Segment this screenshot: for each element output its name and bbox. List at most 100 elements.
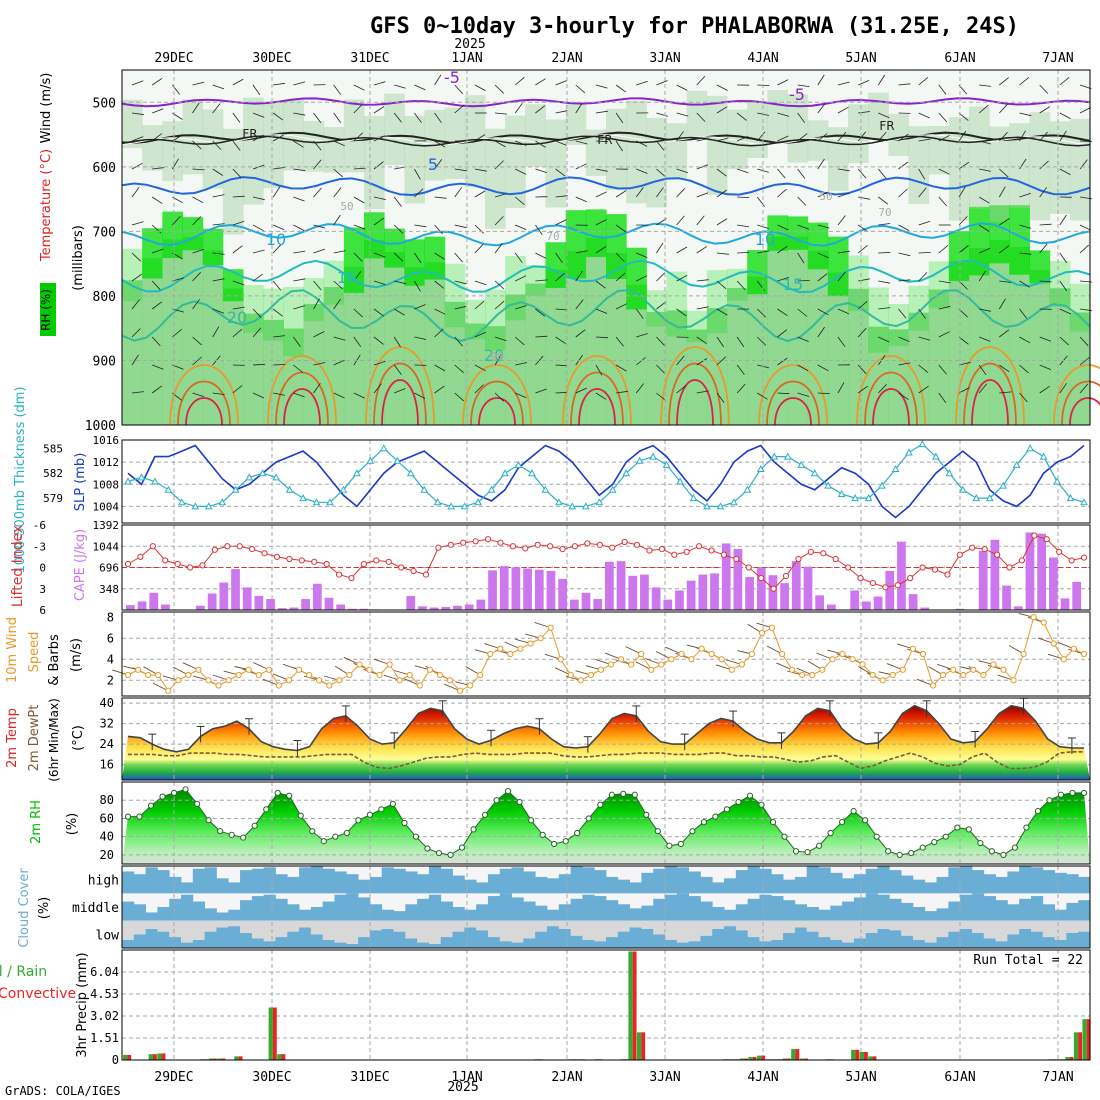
wind-speed-point (919, 650, 927, 658)
lifted-index-point (733, 555, 740, 563)
top-tick-label: 6JAN (944, 51, 975, 66)
rh-core (686, 310, 708, 343)
rh-core (1049, 260, 1071, 307)
cloud-low-clear (877, 920, 890, 929)
wind-barb (293, 224, 305, 231)
wind-barb (293, 168, 306, 172)
wind-barb (495, 112, 508, 115)
wind-barb (797, 168, 806, 179)
wind-barb (878, 336, 890, 343)
wind-barb (151, 77, 163, 86)
cloud-low-clear (334, 920, 347, 943)
wind-barb (656, 112, 669, 117)
thickness-point (326, 498, 334, 506)
wind-barb (575, 387, 587, 394)
rh-band (343, 266, 365, 425)
lifted-index-point (224, 543, 231, 550)
cloud-low-bar (523, 938, 536, 948)
wind-speed-point (768, 624, 776, 631)
precip-convective-bar (761, 1055, 766, 1060)
cloud-low-bar (405, 938, 418, 948)
cape-bar (558, 578, 568, 610)
cloud-low-bar (1078, 931, 1091, 948)
relative-humidity-point (977, 839, 984, 847)
thickness-point (137, 473, 146, 481)
wind-barb (293, 81, 306, 86)
wind-barb (999, 245, 1010, 254)
cape-bar (826, 604, 836, 610)
wind-barb (494, 140, 506, 148)
cloud-middle-bar (417, 898, 430, 921)
rh-band (1069, 312, 1091, 425)
thickness-point (420, 485, 429, 493)
wind-barb (454, 305, 467, 310)
thickness-point (716, 502, 725, 510)
cloud-low-bar (877, 928, 890, 948)
wind-barb (373, 308, 384, 317)
wind-barb (817, 158, 825, 170)
wind-speed-point (517, 645, 524, 652)
cape-bar (266, 599, 275, 610)
cloud-low-clear (133, 920, 147, 935)
cape-bar (488, 570, 497, 610)
lifted-index-point (547, 543, 554, 550)
cloud-low-bar (700, 935, 713, 948)
wind-barb (434, 280, 445, 289)
wind-barb (373, 360, 386, 366)
precip-convective-bar (786, 1058, 791, 1060)
cloud-high-bar (1042, 870, 1055, 894)
rh-band (767, 236, 788, 425)
cloud-low-clear (1019, 920, 1032, 929)
rh-band (706, 308, 728, 425)
wind-barb (474, 190, 486, 198)
cloud-high-bar (452, 875, 465, 894)
cloud-low-clear (936, 920, 949, 938)
wind-barb (333, 140, 345, 147)
wind-barb (918, 168, 926, 180)
wind-barb (999, 280, 1012, 283)
cloud-low-clear (735, 920, 749, 931)
wind-barb (353, 104, 363, 114)
wind-barb (696, 215, 705, 226)
cloud-high-bar (417, 874, 430, 894)
wind-barb (817, 392, 830, 394)
cloud-low-clear (818, 920, 831, 938)
wind-barb (797, 336, 809, 342)
lifted-index-point (571, 543, 579, 550)
rh-upper (565, 104, 587, 145)
wind-barb (434, 196, 447, 199)
wind-barb (273, 392, 286, 396)
cloud-middle-bar (358, 897, 371, 921)
wind-barb (192, 196, 204, 204)
cloud-low-clear (558, 920, 571, 929)
cloud-low-clear (889, 920, 902, 931)
wind-barb (716, 252, 729, 255)
cape-bar (897, 541, 906, 610)
wind-barb (756, 131, 766, 142)
wind-barb (958, 336, 969, 345)
wind-speed-point (849, 656, 856, 663)
rh-upper (263, 101, 284, 189)
wind-barb (212, 223, 225, 226)
thickness-point (285, 485, 294, 493)
cloud-high-bar (570, 866, 583, 894)
relative-humidity-point (551, 840, 558, 848)
rh-core (585, 209, 607, 258)
wind-barb (454, 104, 465, 114)
cloud-middle-bar (582, 894, 595, 921)
wind-barb (1019, 224, 1032, 229)
wind-barb (999, 391, 1012, 394)
cape-bar (441, 606, 451, 610)
relative-humidity-point (263, 806, 270, 813)
wind-barb (414, 304, 426, 310)
wind-barb (373, 336, 384, 345)
cloud-low-clear (499, 920, 512, 942)
wind-barb (878, 280, 891, 284)
cloud-high-bar (476, 882, 489, 894)
cloud-low-clear (700, 920, 713, 936)
wind-barb (515, 275, 527, 282)
wind-barb (858, 111, 871, 114)
top-tick-label: 1JAN (451, 51, 482, 66)
cape-bar (955, 608, 965, 610)
